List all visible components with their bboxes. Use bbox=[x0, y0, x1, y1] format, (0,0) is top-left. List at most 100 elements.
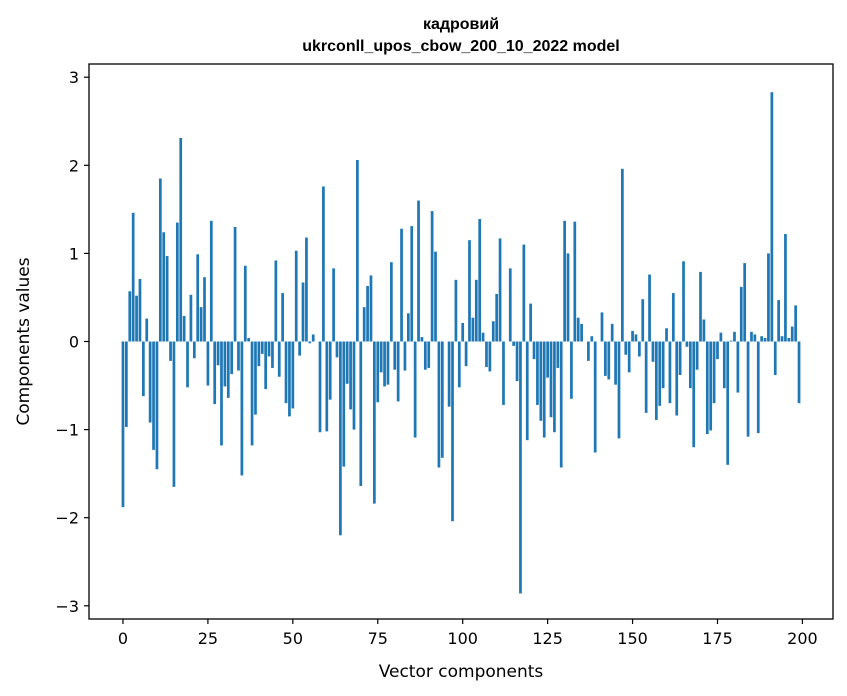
bar-157 bbox=[654, 341, 658, 420]
bar-18 bbox=[182, 315, 186, 342]
bar-36 bbox=[243, 265, 247, 342]
bar-100 bbox=[461, 323, 465, 342]
bar-198 bbox=[794, 305, 797, 342]
y-tick-label: −2 bbox=[55, 509, 79, 528]
bar-126 bbox=[549, 341, 553, 418]
bar-156 bbox=[651, 341, 655, 362]
bar-142 bbox=[604, 341, 607, 376]
bar-89 bbox=[423, 341, 427, 370]
bar-102 bbox=[468, 240, 471, 342]
y-tick-label: 3 bbox=[69, 68, 79, 87]
bar-90 bbox=[427, 341, 431, 368]
bar-55 bbox=[308, 341, 312, 344]
bar-13 bbox=[165, 256, 169, 342]
bar-127 bbox=[553, 341, 556, 433]
bar-134 bbox=[576, 317, 580, 342]
bar-38 bbox=[250, 341, 254, 446]
x-tick-label: 25 bbox=[198, 629, 218, 648]
bar-5 bbox=[138, 278, 142, 342]
bar-117 bbox=[519, 341, 522, 594]
bar-33 bbox=[233, 226, 237, 342]
bar-182 bbox=[739, 286, 743, 342]
bar-79 bbox=[390, 262, 393, 342]
bar-0 bbox=[121, 341, 125, 508]
bar-2 bbox=[128, 291, 132, 342]
bar-161 bbox=[668, 341, 672, 404]
bar-184 bbox=[746, 341, 750, 437]
bar-199 bbox=[797, 341, 801, 404]
bar-16 bbox=[175, 222, 179, 342]
bar-8 bbox=[148, 341, 152, 423]
bar-180 bbox=[733, 331, 736, 342]
bar-65 bbox=[342, 341, 346, 467]
bar-96 bbox=[447, 341, 451, 407]
bar-61 bbox=[328, 341, 332, 400]
bar-185 bbox=[750, 331, 753, 342]
bar-34 bbox=[237, 341, 240, 371]
bar-105 bbox=[478, 219, 482, 342]
bar-19 bbox=[186, 341, 189, 388]
x-tick-label: 200 bbox=[787, 629, 818, 648]
bar-169 bbox=[695, 341, 699, 370]
bar-143 bbox=[607, 341, 611, 380]
x-tick-label: 125 bbox=[532, 629, 563, 648]
bar-83 bbox=[403, 341, 407, 371]
bar-165 bbox=[682, 261, 685, 342]
bar-52 bbox=[298, 341, 301, 356]
bar-54 bbox=[305, 237, 308, 342]
bar-129 bbox=[559, 341, 563, 468]
plot-frame bbox=[88, 63, 834, 620]
bar-59 bbox=[322, 186, 325, 342]
bar-153 bbox=[641, 299, 645, 342]
bar-93 bbox=[437, 341, 441, 468]
x-axis-label: Vector components bbox=[379, 662, 544, 682]
chart-title-line1: кадровий bbox=[423, 16, 499, 33]
bar-146 bbox=[617, 341, 621, 439]
bar-99 bbox=[457, 341, 461, 388]
bar-106 bbox=[481, 332, 485, 342]
bar-155 bbox=[648, 274, 651, 342]
bar-104 bbox=[474, 279, 478, 342]
bar-1 bbox=[125, 341, 128, 427]
bar-66 bbox=[345, 341, 349, 384]
bar-25 bbox=[206, 341, 210, 386]
bar-193 bbox=[777, 300, 780, 342]
bar-17 bbox=[179, 138, 183, 342]
bar-130 bbox=[563, 220, 566, 342]
bar-73 bbox=[369, 275, 373, 342]
bar-147 bbox=[621, 168, 624, 342]
bar-81 bbox=[396, 341, 400, 402]
bar-85 bbox=[410, 226, 414, 342]
bar-98 bbox=[454, 279, 458, 342]
bar-131 bbox=[566, 253, 570, 342]
bar-77 bbox=[383, 341, 386, 387]
bar-47 bbox=[281, 293, 284, 342]
bar-194 bbox=[780, 336, 784, 342]
bar-163 bbox=[675, 341, 679, 416]
bar-84 bbox=[406, 313, 410, 342]
bar-172 bbox=[705, 341, 709, 434]
bar-30 bbox=[223, 341, 227, 387]
bar-37 bbox=[247, 337, 251, 342]
bar-4 bbox=[135, 295, 138, 342]
bar-58 bbox=[318, 341, 322, 433]
bar-133 bbox=[573, 221, 577, 342]
bar-3 bbox=[131, 212, 135, 342]
bar-107 bbox=[485, 341, 488, 368]
bar-175 bbox=[716, 341, 719, 360]
bar-48 bbox=[284, 341, 288, 404]
bar-128 bbox=[556, 341, 560, 368]
bar-7 bbox=[145, 318, 149, 342]
y-tick-label: −1 bbox=[55, 421, 79, 440]
x-tick-label: 100 bbox=[447, 629, 478, 648]
bar-14 bbox=[169, 341, 172, 361]
bar-188 bbox=[760, 336, 764, 342]
bar-178 bbox=[726, 341, 730, 465]
bar-118 bbox=[522, 244, 526, 342]
bar-114 bbox=[508, 268, 512, 342]
bar-75 bbox=[376, 341, 380, 403]
bar-24 bbox=[203, 277, 206, 342]
x-tick-label: 175 bbox=[702, 629, 733, 648]
y-axis-label: Components values bbox=[14, 257, 34, 425]
bar-120 bbox=[529, 303, 532, 342]
